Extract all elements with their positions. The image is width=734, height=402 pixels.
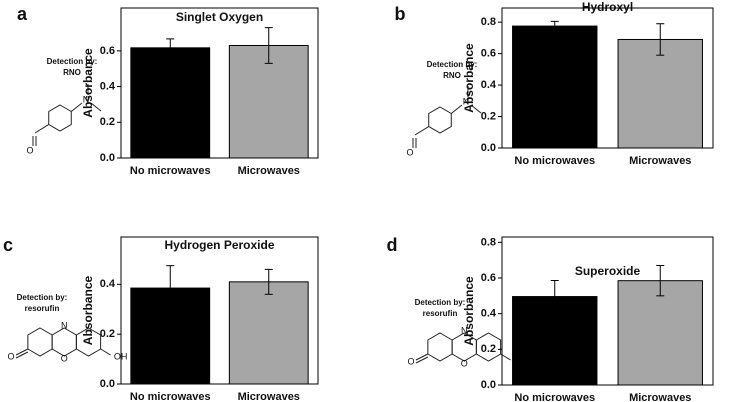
structure: NO <box>406 86 482 157</box>
detection-label: Detection by: <box>415 298 466 307</box>
y-axis-label: Absorbance <box>462 276 476 346</box>
atom-label: O <box>461 358 468 368</box>
panel-letter: d <box>387 235 398 255</box>
atom-label: O <box>61 353 68 363</box>
detection-label: RNO <box>63 68 81 77</box>
x-tick-label: No microwaves <box>514 155 595 167</box>
bar <box>130 47 211 159</box>
detection-label: Detection by: <box>47 57 98 66</box>
structure-bond <box>90 102 102 112</box>
detection-label: Detection by: <box>427 60 478 69</box>
y-axis-label: Absorbance <box>81 276 95 346</box>
structure-ring <box>475 332 502 362</box>
structure-bond <box>450 104 463 114</box>
detection-label: Detection by: <box>17 293 68 302</box>
structure-bond <box>415 356 429 364</box>
y-tick-label: 0.6 <box>100 45 115 57</box>
y-tick-label: 0.8 <box>481 236 496 248</box>
structure-ring <box>48 104 72 132</box>
chart-title: Hydroxyl <box>582 0 633 14</box>
y-tick-label: 0.0 <box>481 379 496 391</box>
structure-bond <box>100 348 111 356</box>
bar <box>228 281 309 385</box>
x-tick-label: Microwaves <box>629 392 691 402</box>
atom-label: N <box>461 325 468 335</box>
x-tick-label: No microwaves <box>514 392 595 402</box>
plot-frame <box>120 7 319 159</box>
structure-bond <box>70 102 83 112</box>
bar <box>617 38 703 149</box>
bar <box>228 45 309 159</box>
x-tick-label: No microwaves <box>130 391 211 402</box>
structure-ring <box>75 327 102 357</box>
panel-letter: c <box>3 235 13 255</box>
detection-label: resorufin <box>423 309 458 318</box>
atom-label: O <box>7 351 14 361</box>
y-tick-label: 0.2 <box>481 343 496 355</box>
structure-bond <box>470 104 482 114</box>
chart-title: Singlet Oxygen <box>176 10 263 24</box>
detection-label: RNO <box>443 71 461 80</box>
structure-ring <box>428 106 452 134</box>
plot-frame <box>120 236 319 385</box>
y-tick-label: 0.2 <box>100 328 115 340</box>
plot-frame <box>501 236 714 386</box>
atom-label: N <box>463 96 470 106</box>
structure-ring <box>427 332 453 362</box>
y-tick-label: 0.8 <box>481 16 496 28</box>
structure-bond <box>15 351 29 359</box>
structure-ring <box>51 327 77 357</box>
x-tick-label: Microwaves <box>238 165 300 177</box>
atom-label: O <box>407 356 414 366</box>
detection-label: resorufin <box>25 304 60 313</box>
y-tick-label: 0.6 <box>481 272 496 284</box>
atom-label: N <box>83 94 90 104</box>
structure-bond <box>414 126 430 136</box>
y-tick-label: 0.0 <box>100 378 115 390</box>
atom-label: O <box>406 147 413 157</box>
x-tick-label: Microwaves <box>629 155 691 167</box>
panel-letter: b <box>395 4 406 24</box>
y-axis-label: Absorbance <box>462 43 476 113</box>
y-tick-label: 0.2 <box>481 110 496 122</box>
plot-frame <box>501 7 714 149</box>
y-tick-label: 0.4 <box>100 80 116 92</box>
y-axis-label: Absorbance <box>81 48 95 118</box>
y-tick-label: 0.4 <box>481 308 497 320</box>
structure: NO <box>26 84 102 155</box>
structure-bond <box>415 353 429 361</box>
chart-title: Superoxide <box>575 264 641 278</box>
bar <box>512 25 598 149</box>
x-tick-label: Microwaves <box>238 391 300 402</box>
y-tick-label: 0.6 <box>481 48 496 60</box>
structure-bond <box>15 348 29 356</box>
panel-letter: a <box>17 4 28 24</box>
y-tick-label: 0.4 <box>100 278 116 290</box>
atom-label: N <box>61 320 68 330</box>
atom-label: O <box>26 145 33 155</box>
y-tick-label: 0.0 <box>481 142 496 154</box>
y-tick-label: 0.4 <box>481 79 497 91</box>
y-tick-label: 0.2 <box>100 116 115 128</box>
y-tick-label: 0.0 <box>100 152 115 164</box>
structure-bond <box>34 124 50 134</box>
structure-ring <box>27 327 53 357</box>
x-tick-label: No microwaves <box>130 165 211 177</box>
chart-title: Hydrogen Peroxide <box>164 238 274 252</box>
